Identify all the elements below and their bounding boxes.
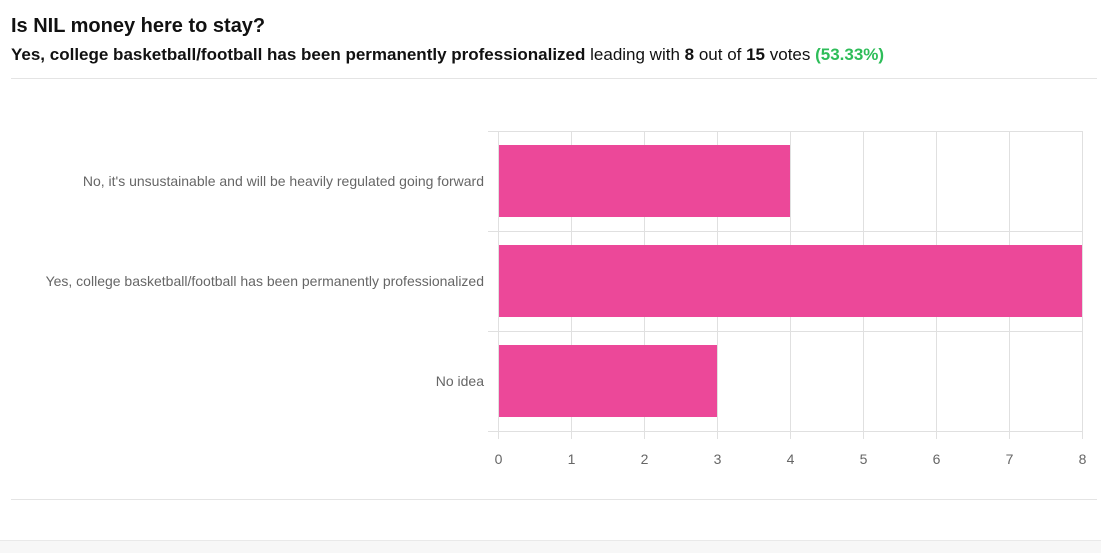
category-label: No idea: [436, 373, 484, 389]
poll-results-chart: 0 1 2 3 4 5 6 7 8 No, it's unsustainable and will…: [46, 131, 1087, 467]
x-tick-label: 1: [568, 451, 576, 467]
header-divider: [11, 78, 1097, 79]
leading-with-text: leading with: [585, 45, 685, 64]
x-tick-label: 8: [1079, 451, 1087, 467]
total-votes: 15: [746, 45, 766, 64]
category-label: No, it's unsustainable and will be heavi…: [83, 173, 484, 189]
poll-summary: Yes, college basketball/football has bee…: [11, 44, 1090, 66]
footer-band: [0, 540, 1101, 553]
x-tick-label: 3: [714, 451, 722, 467]
footer-divider: [11, 499, 1097, 500]
leader-votes: 8: [684, 45, 695, 64]
x-tick-label: 7: [1006, 451, 1014, 467]
x-tick-label: 0: [495, 451, 503, 467]
bar: [499, 345, 717, 417]
x-tick-label: 5: [860, 451, 868, 467]
category-label: Yes, college basketball/football has bee…: [46, 273, 484, 289]
poll-header: Is NIL money here to stay? Yes, college …: [11, 14, 1090, 66]
bar: [499, 245, 1082, 317]
bar: [499, 145, 790, 217]
leader-label: Yes, college basketball/football has bee…: [11, 45, 586, 64]
x-tick-label: 2: [641, 451, 649, 467]
out-of-text: out of: [694, 45, 747, 64]
votes-text: votes: [765, 45, 816, 64]
leader-percent: (53.33%): [815, 45, 885, 64]
x-tick-label: 4: [787, 451, 795, 467]
poll-question: Is NIL money here to stay?: [11, 15, 266, 37]
x-tick-label: 6: [933, 451, 941, 467]
